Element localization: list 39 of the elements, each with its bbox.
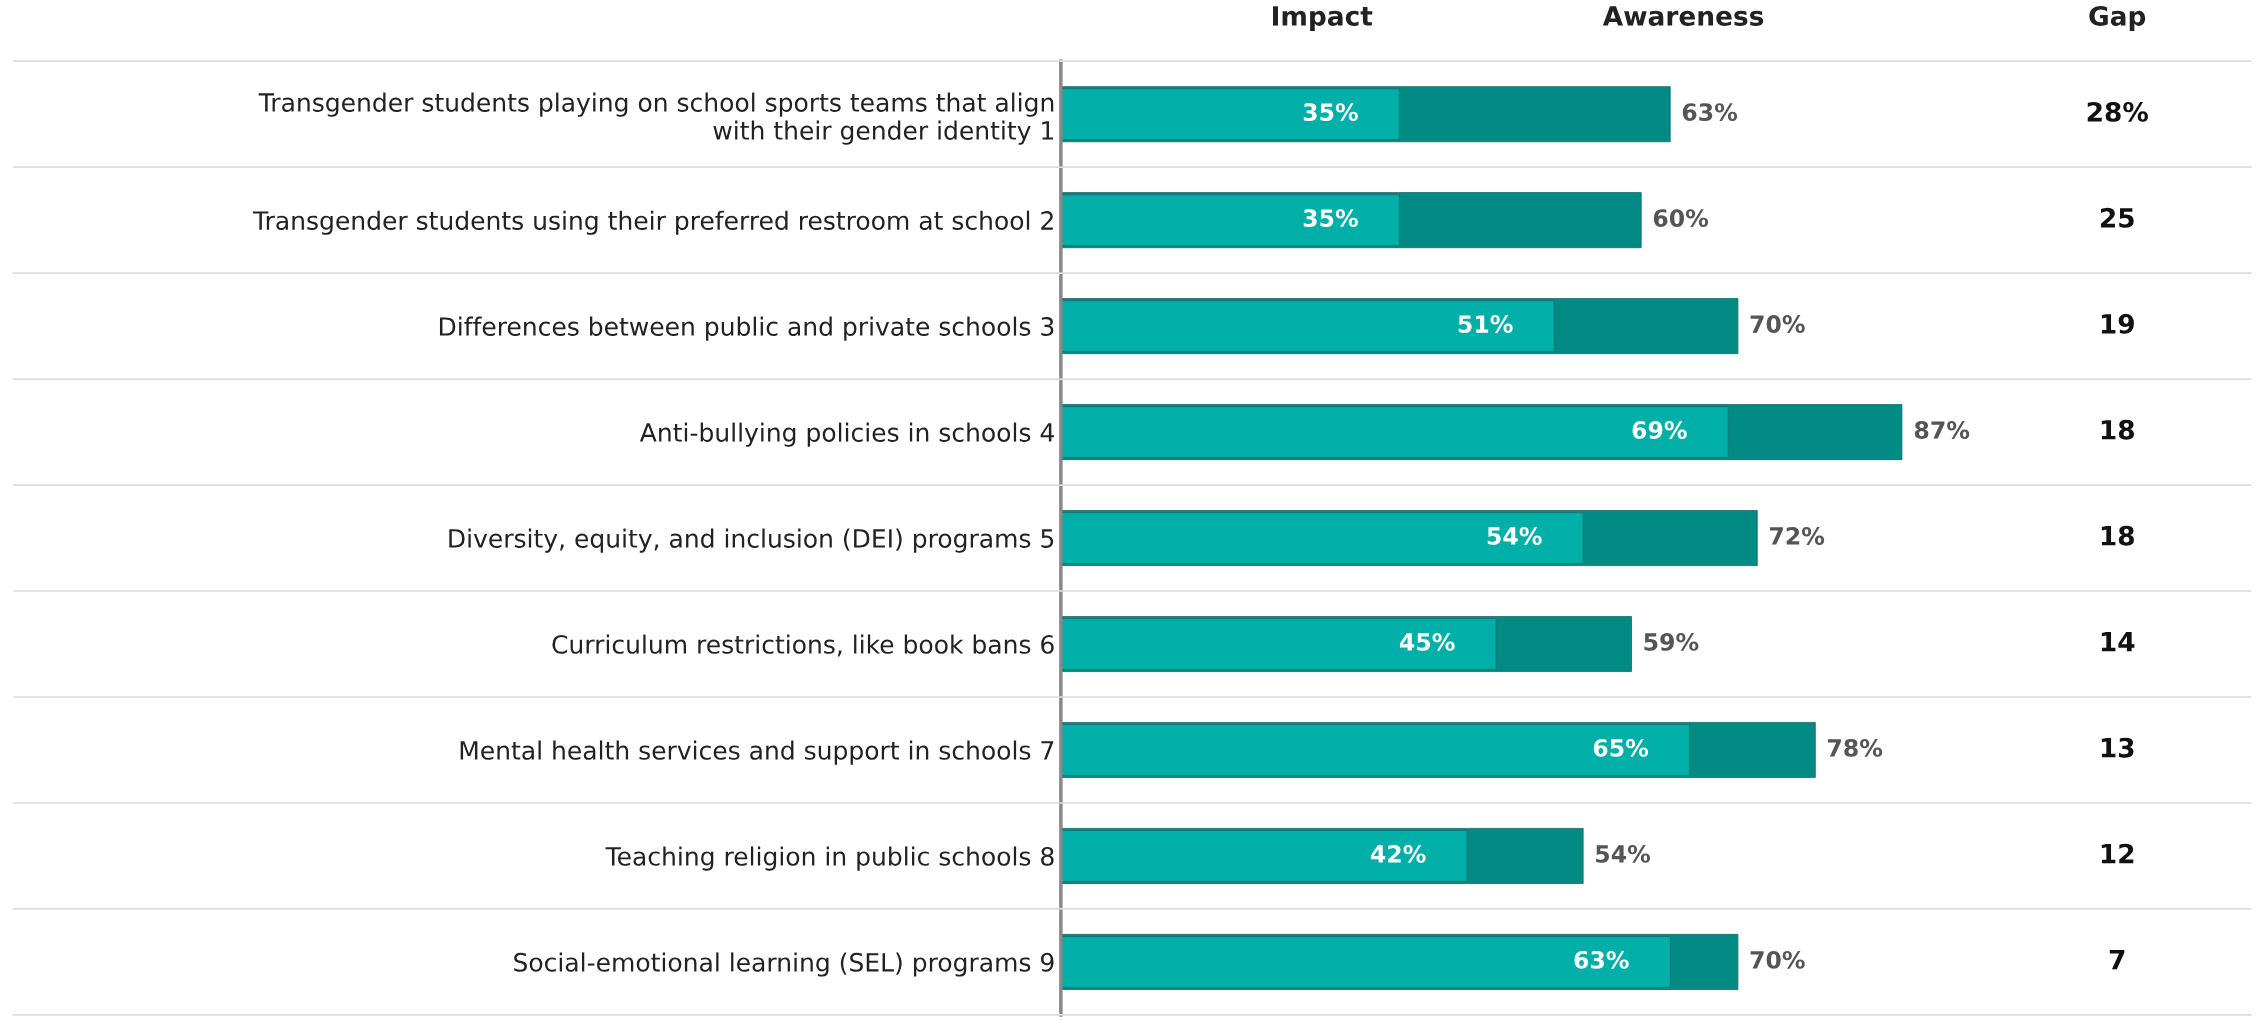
text: 13 (2101, 737, 2134, 758)
data-label: 59% (1644, 633, 1699, 651)
y-tick-label: Transgender students using their preferred restroom at school 2 (252, 210, 1053, 235)
y-tick-label: Transgender students playing on school sports teams that align with their gender identity 1 (258, 92, 1054, 145)
data-label: 51% (1458, 315, 1513, 333)
data-label: 78% (1827, 738, 1883, 757)
data-label: 72% (1769, 527, 1825, 545)
data-label: 65% (1593, 738, 1649, 757)
text: 14 (2101, 632, 2135, 652)
y-tick-label: Differences between public and private schools 3 (439, 316, 1054, 341)
data-label: 45% (1399, 633, 1455, 651)
data-label: 70% (1750, 950, 1805, 969)
data-label: 87% (1914, 421, 1970, 439)
text: 18 (2101, 525, 2134, 546)
data-label: 63% (1574, 950, 1629, 969)
y-tick-label: Curriculum restrictions, like book bans 6 (552, 634, 1054, 657)
text: Gap (2089, 5, 2146, 32)
data-label: 35% (1303, 209, 1358, 227)
text: Awareness (1602, 6, 1764, 26)
text: 12 (2101, 843, 2134, 864)
data-label: 54% (1487, 527, 1542, 545)
y-tick-label: Mental health services and support in schools 7 (460, 740, 1054, 765)
y-tick-label: Social-emotional learning (SEL) programs 9 (514, 952, 1054, 977)
text: 19 (2101, 313, 2134, 334)
y-tick-label: Anti-bullying policies in schools 4 (639, 422, 1054, 447)
data-label: 42% (1370, 844, 1426, 863)
data-label: 35% (1303, 103, 1358, 122)
y-tick-label: Teaching religion in public schools 8 (605, 846, 1054, 871)
text: 25 (2100, 207, 2134, 228)
text: 18 (2101, 419, 2134, 440)
y-tick-label: Diversity, equity, and inclusion (DEI) programs 5 (449, 528, 1054, 553)
data-label: 60% (1653, 209, 1709, 227)
text: 7 (2109, 949, 2125, 970)
text: Impact (1273, 6, 1373, 32)
data-label: 54% (1596, 844, 1651, 863)
text: 28% (2087, 101, 2148, 122)
data-label: 63% (1682, 103, 1738, 122)
data-label: 70% (1750, 315, 1805, 333)
data-label: 69% (1632, 421, 1687, 439)
